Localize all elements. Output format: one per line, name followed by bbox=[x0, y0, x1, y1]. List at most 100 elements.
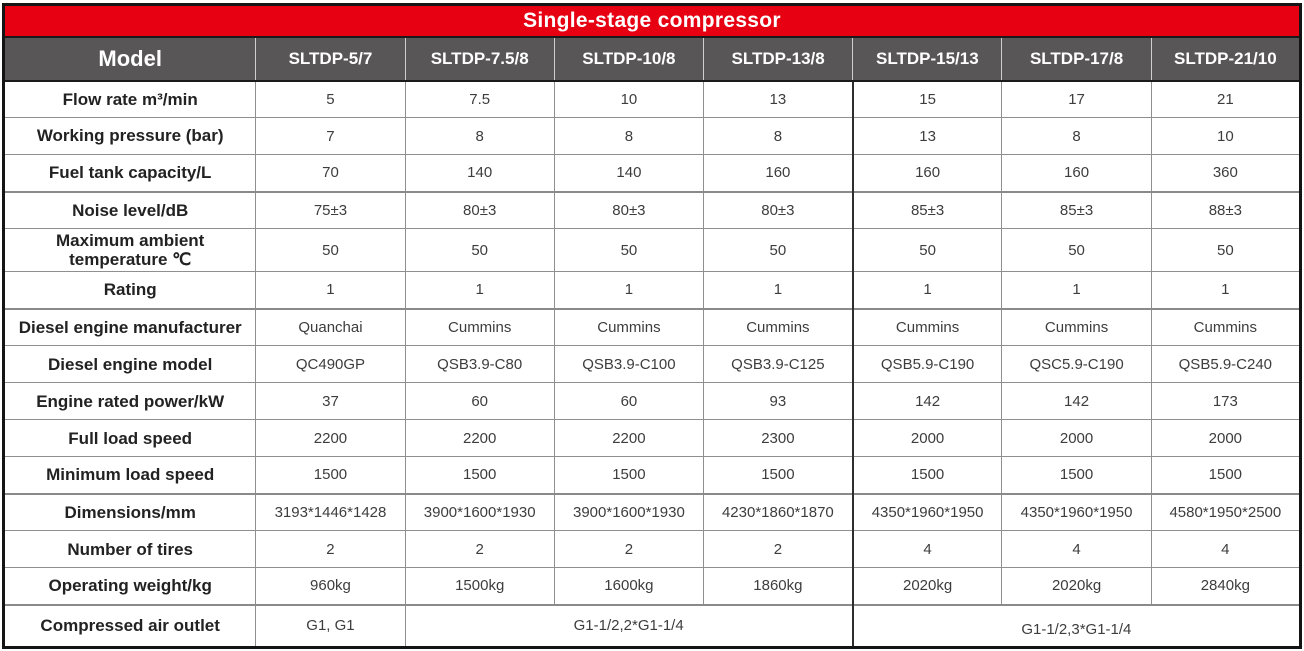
spec-value: 2 bbox=[553, 530, 705, 569]
spec-value: 2 bbox=[255, 530, 406, 569]
table-row-flow-rate: Flow rate m³/min 5 7.5 10 13 15 17 21 bbox=[2, 80, 1302, 118]
table-row-rating: Rating 1 1 1 1 1 1 1 bbox=[2, 271, 1302, 310]
spec-label: Operating weight/kg bbox=[2, 567, 257, 606]
spec-label: Minimum load speed bbox=[2, 456, 257, 495]
spec-value: 60 bbox=[553, 382, 705, 421]
spec-value: 13 bbox=[703, 80, 854, 118]
model-header-row: Model SLTDP-5/7 SLTDP-7.5/8 SLTDP-10/8 S… bbox=[1, 35, 1303, 82]
model-column-header: SLTDP-17/8 bbox=[1001, 35, 1152, 82]
spec-value-merged: G1-1/2,2*G1-1/4 bbox=[404, 603, 854, 649]
spec-value: 1500 bbox=[255, 456, 406, 495]
spec-value: 4 bbox=[1150, 530, 1302, 569]
spec-value: 1500 bbox=[851, 456, 1003, 495]
table-row-operating-weight: Operating weight/kg 960kg 1500kg 1600kg … bbox=[2, 567, 1302, 606]
spec-value: 1 bbox=[1001, 271, 1152, 310]
spec-value: 142 bbox=[1001, 382, 1152, 421]
table-row-full-load-speed: Full load speed 2200 2200 2200 2300 2000… bbox=[2, 419, 1302, 458]
spec-value: Cummins bbox=[703, 307, 854, 347]
model-column-header: SLTDP-7.5/8 bbox=[404, 35, 555, 82]
spec-value: 50 bbox=[404, 227, 555, 273]
spec-value: 2 bbox=[703, 530, 854, 569]
table-row-working-pressure: Working pressure (bar) 7 8 8 8 13 8 10 bbox=[2, 117, 1302, 155]
spec-value: QSB3.9-C80 bbox=[404, 345, 555, 384]
spec-value: 1600kg bbox=[553, 567, 705, 606]
spec-value: 50 bbox=[851, 227, 1003, 273]
table-row-noise-level: Noise level/dB 75±3 80±3 80±3 80±3 85±3 … bbox=[2, 190, 1302, 229]
spec-value: 80±3 bbox=[703, 190, 854, 229]
spec-value: 2020kg bbox=[851, 567, 1003, 606]
spec-value: 3193*1446*1428 bbox=[255, 492, 406, 532]
spec-value: G1, G1 bbox=[255, 603, 406, 649]
spec-label: Diesel engine manufacturer bbox=[2, 307, 257, 347]
spec-value: 37 bbox=[255, 382, 406, 421]
spec-value: 60 bbox=[404, 382, 555, 421]
model-column-header: SLTDP-13/8 bbox=[703, 35, 854, 82]
spec-value: 50 bbox=[1001, 227, 1152, 273]
spec-value: 1500 bbox=[1150, 456, 1302, 495]
spec-value: 173 bbox=[1150, 382, 1302, 421]
spec-value: 8 bbox=[553, 117, 705, 155]
spec-value: 4 bbox=[851, 530, 1003, 569]
spec-value: 4350*1960*1950 bbox=[851, 492, 1003, 532]
spec-value: 1 bbox=[851, 271, 1003, 310]
spec-value: 50 bbox=[703, 227, 854, 273]
spec-label: Noise level/dB bbox=[2, 190, 257, 229]
spec-value: 13 bbox=[851, 117, 1003, 155]
model-header-label: Model bbox=[1, 35, 257, 82]
spec-value: 10 bbox=[1150, 117, 1302, 155]
spec-label: Compressed air outlet bbox=[2, 603, 257, 649]
spec-value: 4350*1960*1950 bbox=[1001, 492, 1152, 532]
spec-value: 160 bbox=[703, 154, 854, 192]
spec-label: Working pressure (bar) bbox=[2, 117, 257, 155]
spec-value: 85±3 bbox=[1001, 190, 1152, 229]
spec-value: 2200 bbox=[255, 419, 406, 458]
spec-value: 4580*1950*2500 bbox=[1150, 492, 1302, 532]
spec-value: 2000 bbox=[1001, 419, 1152, 458]
spec-value: 85±3 bbox=[851, 190, 1003, 229]
spec-value: Cummins bbox=[851, 307, 1003, 347]
spec-value: 2 bbox=[404, 530, 555, 569]
spec-value: 2020kg bbox=[1001, 567, 1152, 606]
spec-value: 1860kg bbox=[703, 567, 854, 606]
spec-value: 142 bbox=[851, 382, 1003, 421]
spec-value: 1 bbox=[1150, 271, 1302, 310]
spec-value: QSB3.9-C100 bbox=[553, 345, 705, 384]
spec-value: 2200 bbox=[404, 419, 555, 458]
spec-label: Diesel engine model bbox=[2, 345, 257, 384]
spec-value: 2200 bbox=[553, 419, 705, 458]
spec-value: 5 bbox=[255, 80, 406, 118]
spec-value: 4230*1860*1870 bbox=[703, 492, 854, 532]
spec-value: 3900*1600*1930 bbox=[553, 492, 705, 532]
table-row-fuel-tank: Fuel tank capacity/L 70 140 140 160 160 … bbox=[2, 154, 1302, 192]
table-row-max-ambient-temperature: Maximum ambient temperature ℃ 50 50 50 5… bbox=[2, 227, 1302, 273]
spec-value: 140 bbox=[404, 154, 555, 192]
spec-value: QSB5.9-C190 bbox=[851, 345, 1003, 384]
spec-label: Fuel tank capacity/L bbox=[2, 154, 257, 192]
spec-label: Engine rated power/kW bbox=[2, 382, 257, 421]
spec-value: 7.5 bbox=[404, 80, 555, 118]
spec-value: Quanchai bbox=[255, 307, 406, 347]
table-row-engine-model: Diesel engine model QC490GP QSB3.9-C80 Q… bbox=[2, 345, 1302, 384]
spec-value: 17 bbox=[1001, 80, 1152, 118]
spec-value: 1500 bbox=[553, 456, 705, 495]
spec-value: 360 bbox=[1150, 154, 1302, 192]
spec-value: 8 bbox=[1001, 117, 1152, 155]
spec-value: 50 bbox=[255, 227, 406, 273]
spec-value: 2300 bbox=[703, 419, 854, 458]
spec-value: 80±3 bbox=[553, 190, 705, 229]
spec-label: Number of tires bbox=[2, 530, 257, 569]
spec-value: Cummins bbox=[1150, 307, 1302, 347]
spec-label: Maximum ambient temperature ℃ bbox=[2, 227, 257, 273]
spec-value: 1 bbox=[553, 271, 705, 310]
spec-value: 960kg bbox=[255, 567, 406, 606]
spec-value: QSB3.9-C125 bbox=[703, 345, 854, 384]
spec-value: 8 bbox=[703, 117, 854, 155]
spec-value: Cummins bbox=[553, 307, 705, 347]
spec-value: 7 bbox=[255, 117, 406, 155]
spec-value-merged: G1-1/2,3*G1-1/4 bbox=[851, 603, 1301, 649]
spec-value: 80±3 bbox=[404, 190, 555, 229]
spec-label: Dimensions/mm bbox=[2, 492, 257, 532]
table-row-minimum-load-speed: Minimum load speed 1500 1500 1500 1500 1… bbox=[2, 456, 1302, 495]
spec-value: 1 bbox=[703, 271, 854, 310]
